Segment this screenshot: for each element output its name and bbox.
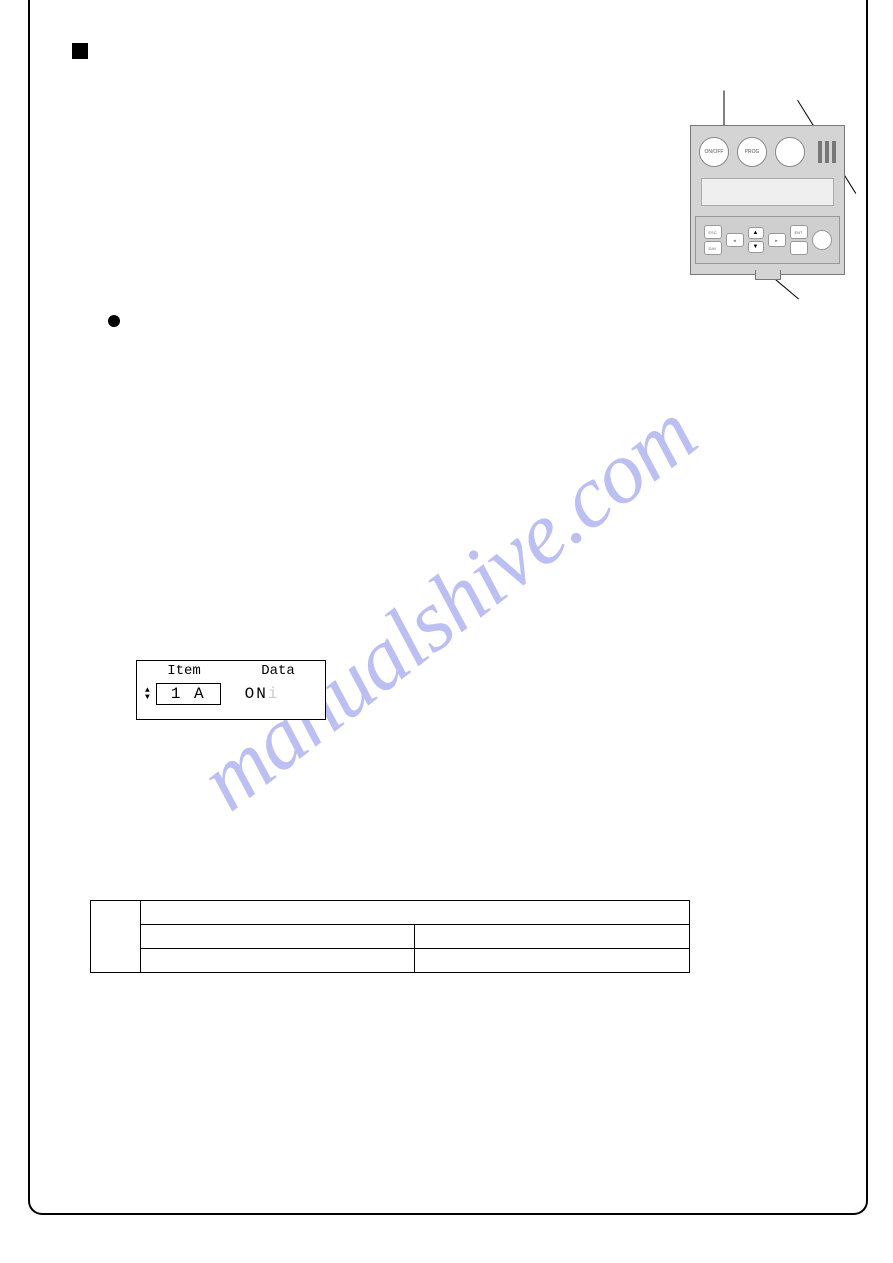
- prog-button[interactable]: PROG: [737, 137, 767, 167]
- lcd-data-ghost: i: [268, 685, 280, 703]
- lcd-detail-header: Item Data: [137, 661, 325, 679]
- right-button[interactable]: ►: [768, 233, 786, 247]
- up-down-group: ▲ ▼: [748, 227, 764, 253]
- page-frame: manualshive.com ON/OFF PROG ESC DAY ◄ ▲: [28, 0, 868, 1215]
- lcd-item-value: 1 A: [156, 683, 221, 705]
- square-bullet-icon: [72, 43, 88, 59]
- updown-indicator-icon: ▲▼: [145, 687, 150, 701]
- table-cell: [140, 925, 415, 949]
- table-row: [91, 901, 690, 925]
- down-button[interactable]: ▼: [748, 241, 764, 253]
- table-row: [91, 949, 690, 973]
- ent-button[interactable]: ENT: [790, 225, 808, 239]
- day-button[interactable]: DAY: [704, 241, 722, 255]
- table-cell: [415, 949, 690, 973]
- round-bullet-icon: [108, 315, 120, 327]
- table-cell: [140, 949, 415, 973]
- remote-body: ON/OFF PROG ESC DAY ◄ ▲ ▼ ► ENT: [690, 125, 845, 275]
- table-cell: [140, 901, 689, 925]
- blank-button[interactable]: [775, 137, 805, 167]
- remote-controller-diagram: ON/OFF PROG ESC DAY ◄ ▲ ▼ ► ENT: [690, 125, 845, 275]
- lcd-data-on: ON: [245, 685, 268, 703]
- onoff-button[interactable]: ON/OFF: [699, 137, 729, 167]
- lcd-detail-row: ▲▼ 1 A ONi: [137, 683, 325, 705]
- remote-lcd: [701, 178, 834, 206]
- lcd-detail-inset: Item Data ▲▼ 1 A ONi: [136, 660, 326, 720]
- remote-top-row: ON/OFF PROG: [699, 134, 836, 170]
- remote-notch: [755, 270, 781, 280]
- round-button[interactable]: [812, 230, 832, 250]
- table-cell: [415, 925, 690, 949]
- lcd-header-item: Item: [167, 663, 201, 679]
- watermark-text: manualshive.com: [181, 382, 715, 830]
- left-button[interactable]: ◄: [726, 233, 744, 247]
- remote-bottom-panel: ESC DAY ◄ ▲ ▼ ► ENT: [695, 216, 840, 264]
- extra-button[interactable]: [790, 241, 808, 255]
- esc-button[interactable]: ESC: [704, 225, 722, 239]
- data-table: [90, 900, 690, 973]
- table-cell: [91, 901, 141, 973]
- lcd-header-data: Data: [261, 663, 295, 679]
- speaker-grille-icon: [818, 141, 836, 163]
- up-button[interactable]: ▲: [748, 227, 764, 239]
- table-row: [91, 925, 690, 949]
- lcd-data-value: ONi: [245, 685, 280, 703]
